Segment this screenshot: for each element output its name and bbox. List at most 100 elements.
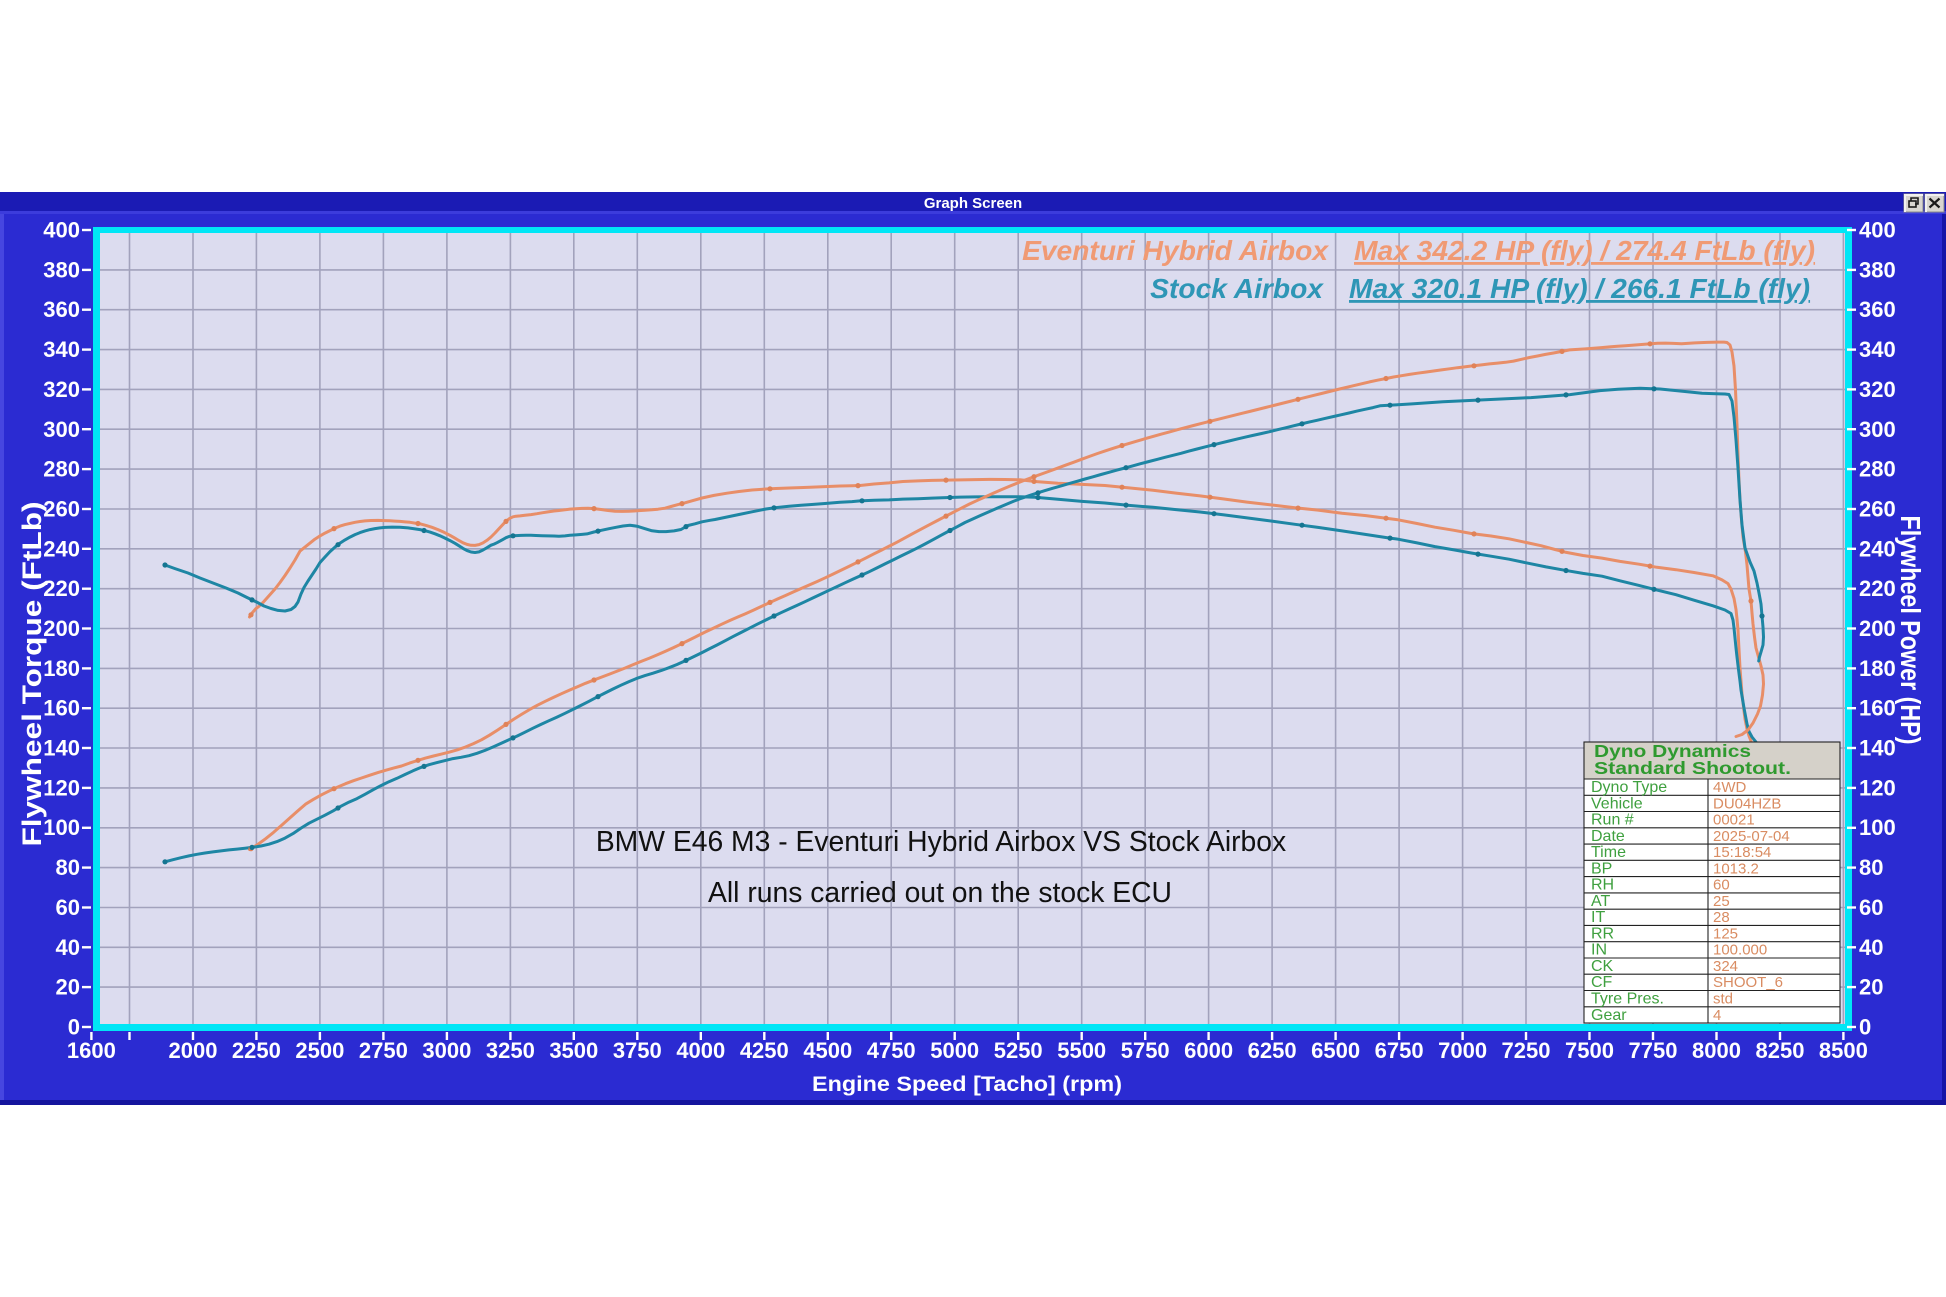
svg-text:60: 60 <box>1713 877 1730 894</box>
svg-text:360: 360 <box>43 297 80 322</box>
svg-text:8250: 8250 <box>1756 1038 1805 1063</box>
svg-text:3500: 3500 <box>549 1038 598 1063</box>
svg-text:SHOOT_6: SHOOT_6 <box>1713 974 1783 991</box>
svg-text:Stock Airbox: Stock Airbox <box>1150 272 1324 304</box>
svg-text:240: 240 <box>43 536 80 561</box>
svg-text:400: 400 <box>43 218 80 243</box>
svg-text:5500: 5500 <box>1057 1038 1106 1063</box>
svg-text:6000: 6000 <box>1184 1038 1233 1063</box>
svg-text:4750: 4750 <box>867 1038 916 1063</box>
svg-text:20: 20 <box>1859 975 1883 1000</box>
svg-text:8500: 8500 <box>1819 1038 1868 1063</box>
svg-text:15:18:54: 15:18:54 <box>1713 844 1771 861</box>
svg-text:4WD: 4WD <box>1713 779 1747 796</box>
svg-text:std: std <box>1713 991 1733 1008</box>
svg-text:340: 340 <box>1859 337 1896 362</box>
svg-text:3250: 3250 <box>486 1038 535 1063</box>
svg-text:160: 160 <box>43 696 80 721</box>
svg-text:2250: 2250 <box>232 1038 281 1063</box>
svg-text:25: 25 <box>1713 893 1730 910</box>
svg-text:Dyno Type: Dyno Type <box>1591 779 1667 796</box>
svg-text:Max 342.2 HP (fly) / 274.4 FtL: Max 342.2 HP (fly) / 274.4 FtLb (fly) <box>1354 234 1815 266</box>
svg-text:AT: AT <box>1591 893 1610 910</box>
svg-text:4: 4 <box>1713 1007 1721 1024</box>
svg-text:CK: CK <box>1591 958 1614 975</box>
svg-text:7000: 7000 <box>1438 1038 1487 1063</box>
svg-text:220: 220 <box>43 576 80 601</box>
svg-text:240: 240 <box>1859 536 1896 561</box>
svg-text:20: 20 <box>56 975 80 1000</box>
svg-text:4500: 4500 <box>803 1038 852 1063</box>
svg-text:280: 280 <box>43 457 80 482</box>
svg-text:324: 324 <box>1713 958 1738 975</box>
svg-text:BMW E46 M3 - Eventuri Hybrid A: BMW E46 M3 - Eventuri Hybrid Airbox VS S… <box>596 825 1286 857</box>
svg-text:260: 260 <box>43 497 80 522</box>
svg-text:Dyno Dynamics: Dyno Dynamics <box>1594 741 1751 761</box>
svg-text:1013.2: 1013.2 <box>1713 860 1759 877</box>
svg-text:220: 220 <box>1859 576 1896 601</box>
svg-text:80: 80 <box>56 855 80 880</box>
svg-text:2500: 2500 <box>295 1038 344 1063</box>
svg-text:320: 320 <box>1859 377 1896 402</box>
svg-text:0: 0 <box>68 1015 80 1040</box>
svg-text:60: 60 <box>56 895 80 920</box>
svg-text:Graph Screen: Graph Screen <box>924 195 1022 212</box>
svg-text:40: 40 <box>56 935 80 960</box>
svg-text:DU04HZB: DU04HZB <box>1713 795 1781 812</box>
svg-text:7250: 7250 <box>1502 1038 1551 1063</box>
svg-text:6250: 6250 <box>1248 1038 1297 1063</box>
svg-text:300: 300 <box>1859 417 1896 442</box>
svg-text:180: 180 <box>43 656 80 681</box>
svg-text:RR: RR <box>1591 925 1614 942</box>
svg-text:400: 400 <box>1859 218 1896 243</box>
svg-text:60: 60 <box>1859 895 1883 920</box>
svg-text:260: 260 <box>1859 497 1896 522</box>
svg-text:7750: 7750 <box>1629 1038 1678 1063</box>
svg-text:100: 100 <box>43 815 80 840</box>
svg-text:5750: 5750 <box>1121 1038 1170 1063</box>
svg-text:Standard Shootout.: Standard Shootout. <box>1594 758 1791 778</box>
svg-text:Flywheel Torque (FtLb): Flywheel Torque (FtLb) <box>17 502 47 847</box>
svg-text:5250: 5250 <box>994 1038 1043 1063</box>
svg-text:Max 320.1 HP (fly) / 266.1 FtL: Max 320.1 HP (fly) / 266.1 FtLb (fly) <box>1349 272 1810 304</box>
svg-text:80: 80 <box>1859 855 1883 880</box>
svg-text:5000: 5000 <box>930 1038 979 1063</box>
svg-text:8000: 8000 <box>1692 1038 1741 1063</box>
svg-text:CF: CF <box>1591 974 1613 991</box>
svg-text:Date: Date <box>1591 828 1625 845</box>
svg-text:360: 360 <box>1859 297 1896 322</box>
svg-text:380: 380 <box>43 257 80 282</box>
svg-text:Tyre Pres.: Tyre Pres. <box>1591 991 1664 1008</box>
svg-text:1600: 1600 <box>67 1038 116 1063</box>
svg-text:6750: 6750 <box>1375 1038 1424 1063</box>
svg-text:320: 320 <box>43 377 80 402</box>
svg-text:40: 40 <box>1859 935 1883 960</box>
svg-text:180: 180 <box>1859 656 1896 681</box>
svg-text:280: 280 <box>1859 457 1896 482</box>
svg-text:00021: 00021 <box>1713 812 1755 829</box>
svg-text:200: 200 <box>43 616 80 641</box>
svg-text:Engine Speed [Tacho] (rpm): Engine Speed [Tacho] (rpm) <box>812 1072 1122 1096</box>
svg-text:BP: BP <box>1591 860 1612 877</box>
svg-text:340: 340 <box>43 337 80 362</box>
svg-text:Run #: Run # <box>1591 812 1634 829</box>
svg-text:200: 200 <box>1859 616 1896 641</box>
svg-text:Vehicle: Vehicle <box>1591 795 1643 812</box>
svg-text:Flywheel Power (HP): Flywheel Power (HP) <box>1895 516 1926 745</box>
svg-text:6500: 6500 <box>1311 1038 1360 1063</box>
svg-text:3750: 3750 <box>613 1038 662 1063</box>
svg-text:0: 0 <box>1859 1015 1871 1040</box>
svg-text:140: 140 <box>1859 736 1896 761</box>
svg-text:2750: 2750 <box>359 1038 408 1063</box>
svg-text:140: 140 <box>43 736 80 761</box>
svg-text:Gear: Gear <box>1591 1007 1627 1024</box>
svg-text:IT: IT <box>1591 909 1605 926</box>
svg-text:125: 125 <box>1713 925 1738 942</box>
svg-text:2025-07-04: 2025-07-04 <box>1713 828 1790 845</box>
svg-text:100.000: 100.000 <box>1713 942 1767 959</box>
svg-text:28: 28 <box>1713 909 1730 926</box>
svg-text:Time: Time <box>1591 844 1626 861</box>
svg-text:All runs carried out on the st: All runs carried out on the stock ECU <box>708 876 1172 908</box>
svg-text:120: 120 <box>43 775 80 800</box>
svg-text:300: 300 <box>43 417 80 442</box>
